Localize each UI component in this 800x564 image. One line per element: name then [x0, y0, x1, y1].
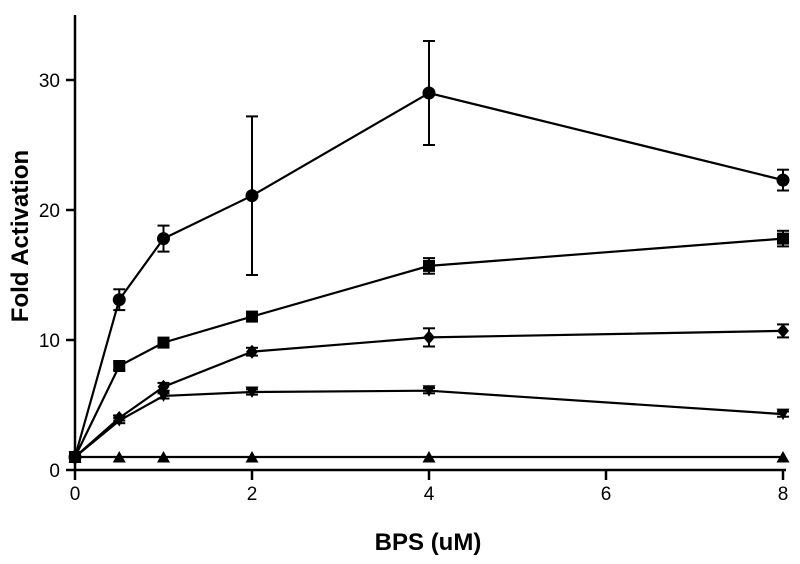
- y-axis-title: Fold Activation: [7, 150, 34, 322]
- data-point-triangle-up: [112, 451, 126, 463]
- series-circle: [68, 40, 790, 464]
- data-point-triangle-up: [422, 451, 436, 463]
- x-tick-label: 4: [424, 484, 435, 505]
- data-point-circle: [776, 173, 790, 187]
- data-point-diamond: [246, 344, 258, 359]
- x-tick-label: 0: [70, 484, 81, 505]
- data-point-triangle-up: [776, 451, 790, 463]
- y-tick-label: 10: [39, 331, 60, 352]
- x-axis-title: BPS (uM): [375, 529, 482, 556]
- data-point-square: [157, 336, 170, 349]
- data-point-square: [246, 310, 258, 323]
- data-point-square: [113, 360, 126, 372]
- data-point-diamond: [157, 379, 170, 394]
- data-point-diamond: [423, 330, 435, 345]
- series-line: [74, 329, 784, 458]
- data-point-circle: [245, 189, 259, 203]
- series-line: [74, 389, 784, 458]
- x-tick-label: 8: [778, 484, 789, 505]
- x-tick-label: 6: [601, 484, 612, 505]
- x-tick-label: 2: [247, 484, 258, 505]
- data-point-circle: [422, 86, 436, 100]
- series-triangle-up: [68, 451, 790, 463]
- data-point-triangle-down: [422, 385, 436, 397]
- x-axis-ticks: 0 2 4 6 8: [70, 470, 789, 505]
- data-point-square: [777, 232, 789, 245]
- data-point-diamond: [777, 323, 789, 338]
- series-line: [74, 237, 784, 458]
- data-point-square: [423, 259, 435, 272]
- y-tick-label: 30: [39, 71, 60, 92]
- data-point-triangle-up: [68, 451, 82, 463]
- series-layer: [68, 40, 790, 464]
- y-tick-label: 0: [49, 461, 60, 482]
- y-axis-ticks: 0 10 20 30: [39, 71, 75, 482]
- data-point-triangle-down: [112, 415, 126, 427]
- y-tick-label: 20: [39, 201, 60, 222]
- data-point-triangle-down: [157, 390, 170, 402]
- plot-area: 0 2 4 6 8 0 10 20 30: [39, 15, 790, 505]
- series-line: [73, 91, 784, 458]
- data-point-triangle-down: [245, 386, 259, 398]
- data-point-circle: [157, 232, 170, 246]
- data-point-circle: [112, 293, 126, 307]
- series-triangle-down: [68, 385, 790, 463]
- data-point-triangle-up: [157, 451, 170, 463]
- data-point-triangle-up: [245, 451, 259, 463]
- data-point-triangle-down: [776, 408, 790, 421]
